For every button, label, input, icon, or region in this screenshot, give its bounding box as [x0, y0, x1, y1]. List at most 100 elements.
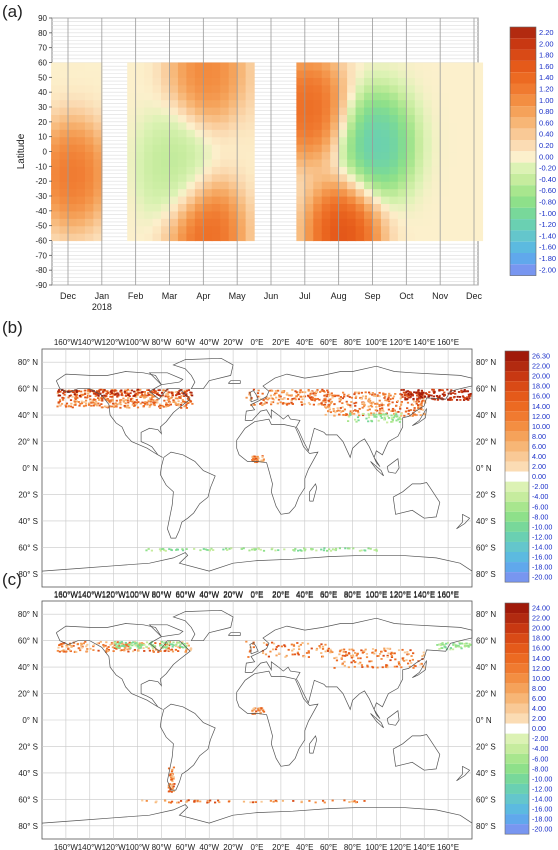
heat-cell: [304, 151, 314, 160]
data-pixel: [175, 391, 179, 393]
heat-cell: [355, 188, 365, 197]
lat-label-right: 60° N: [476, 637, 496, 646]
data-pixel: [331, 396, 334, 399]
heat-cell: [135, 203, 145, 212]
lon-label-bottom: 20°E: [272, 843, 289, 850]
data-pixel: [328, 393, 331, 396]
heat-cell: [211, 166, 221, 175]
data-pixel: [354, 418, 357, 421]
heat-cell: [380, 196, 391, 205]
data-pixel: [435, 395, 439, 397]
heat-cell: [474, 144, 484, 153]
data-pixel: [428, 391, 431, 394]
colorbar-a-label: -1.60: [539, 243, 556, 252]
heat-cell: [220, 144, 230, 153]
data-pixel: [110, 392, 114, 395]
data-pixel: [351, 654, 355, 657]
data-pixel: [269, 394, 273, 397]
data-pixel: [186, 401, 189, 404]
data-pixel: [170, 785, 173, 788]
heat-cell: [431, 121, 441, 130]
data-pixel: [356, 410, 360, 412]
heat-cell: [321, 181, 331, 190]
data-pixel: [268, 397, 271, 400]
heat-cell: [135, 233, 145, 242]
data-pixel: [347, 403, 350, 406]
data-pixel: [99, 388, 102, 391]
heat-cell: [465, 144, 475, 153]
data-pixel: [310, 548, 313, 551]
heat-cell: [457, 188, 467, 197]
x-tick-label: Dec: [466, 291, 483, 301]
data-pixel: [326, 393, 329, 396]
heat-cell: [465, 158, 475, 167]
coastline: [412, 408, 427, 427]
data-pixel: [291, 397, 294, 400]
coastline: [148, 624, 184, 638]
heat-cell: [211, 99, 221, 108]
data-pixel: [345, 400, 348, 403]
data-pixel: [123, 404, 126, 407]
colorbar-a-label: 0.40: [539, 130, 554, 139]
heat-cell: [211, 129, 221, 138]
heat-cell: [211, 107, 221, 116]
data-pixel: [310, 396, 313, 399]
colorbar-a-label: 1.80: [539, 51, 554, 60]
heat-cell: [237, 196, 247, 205]
data-pixel: [117, 393, 120, 396]
data-pixel: [310, 398, 313, 401]
data-pixel: [252, 388, 256, 391]
heat-cell: [372, 188, 382, 197]
data-pixel: [350, 656, 353, 659]
lon-label-top: 40°E: [296, 338, 313, 347]
heat-cell: [423, 144, 433, 153]
colorbar-a-label: -1.20: [539, 220, 556, 229]
heat-cell: [228, 233, 238, 242]
data-pixel: [378, 399, 381, 402]
data-pixel: [405, 390, 408, 393]
colorbar-segment: [505, 743, 529, 754]
data-pixel: [307, 401, 311, 404]
lon-label-top: 140°W: [78, 338, 103, 347]
data-pixel: [146, 403, 149, 406]
heat-cell: [203, 99, 213, 108]
data-pixel: [363, 404, 366, 406]
data-pixel: [105, 641, 108, 644]
colorbar-label: -20.00: [532, 825, 552, 834]
data-pixel: [322, 390, 325, 392]
data-pixel: [149, 642, 153, 645]
data-pixel: [145, 645, 148, 648]
heat-cell: [194, 77, 204, 86]
heat-cell: [68, 196, 78, 205]
heat-cell: [347, 136, 357, 145]
data-pixel: [128, 389, 131, 392]
data-pixel: [185, 407, 188, 409]
data-pixel: [361, 666, 364, 668]
heat-cell: [431, 203, 441, 212]
data-pixel: [397, 661, 400, 664]
data-pixel: [439, 397, 442, 400]
colorbar-a-label: 0.00: [539, 152, 554, 161]
data-pixel: [449, 648, 452, 651]
data-pixel: [275, 646, 278, 648]
lat-label-right: 40° S: [476, 517, 496, 526]
data-pixel: [177, 403, 180, 406]
heat-cell: [135, 77, 145, 86]
data-pixel: [359, 661, 362, 664]
heat-cell: [296, 77, 306, 86]
data-pixel: [356, 416, 360, 419]
heat-cell: [220, 107, 230, 116]
data-pixel: [324, 399, 327, 402]
data-pixel: [391, 401, 394, 404]
heat-cell: [465, 129, 475, 138]
data-pixel: [262, 549, 266, 552]
y-tick-label: 20: [38, 118, 47, 127]
data-pixel: [386, 654, 389, 657]
data-pixel: [259, 398, 262, 401]
heat-cell: [194, 181, 204, 190]
heat-cell: [372, 129, 382, 138]
data-pixel: [300, 403, 304, 406]
heat-cell: [321, 77, 331, 86]
heat-cell: [237, 114, 247, 123]
data-pixel: [128, 641, 131, 644]
